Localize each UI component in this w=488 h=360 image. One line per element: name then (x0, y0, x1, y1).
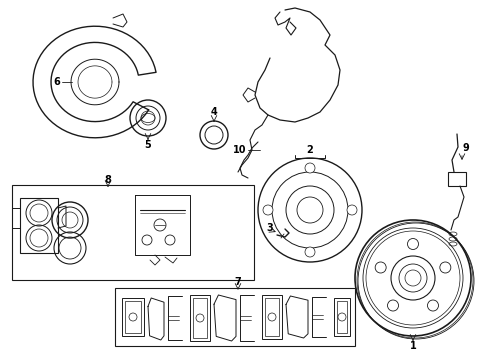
Bar (333, 298, 349, 336)
Text: 5: 5 (144, 140, 151, 150)
Circle shape (427, 300, 438, 311)
Bar (262, 295, 282, 339)
Bar (264, 298, 279, 336)
Circle shape (439, 262, 450, 273)
Circle shape (346, 205, 356, 215)
Bar (190, 295, 209, 341)
Circle shape (374, 262, 386, 273)
Circle shape (386, 300, 398, 311)
Bar (336, 301, 346, 333)
Text: 6: 6 (54, 77, 60, 87)
Bar (20, 198, 58, 253)
Circle shape (263, 205, 272, 215)
Bar (122, 298, 143, 336)
Text: 9: 9 (462, 143, 468, 153)
Bar (125, 301, 141, 333)
Bar (193, 298, 206, 338)
Circle shape (305, 163, 314, 173)
Bar (115, 288, 354, 346)
Text: 2: 2 (306, 145, 313, 155)
Text: 8: 8 (104, 175, 111, 185)
Text: 10: 10 (232, 145, 245, 155)
Text: 1: 1 (409, 341, 415, 351)
Text: 4: 4 (210, 107, 217, 117)
Bar (447, 172, 465, 186)
Circle shape (407, 239, 418, 249)
Circle shape (305, 247, 314, 257)
Bar (12, 185, 253, 280)
Text: 7: 7 (234, 277, 241, 287)
Text: 3: 3 (266, 223, 273, 233)
